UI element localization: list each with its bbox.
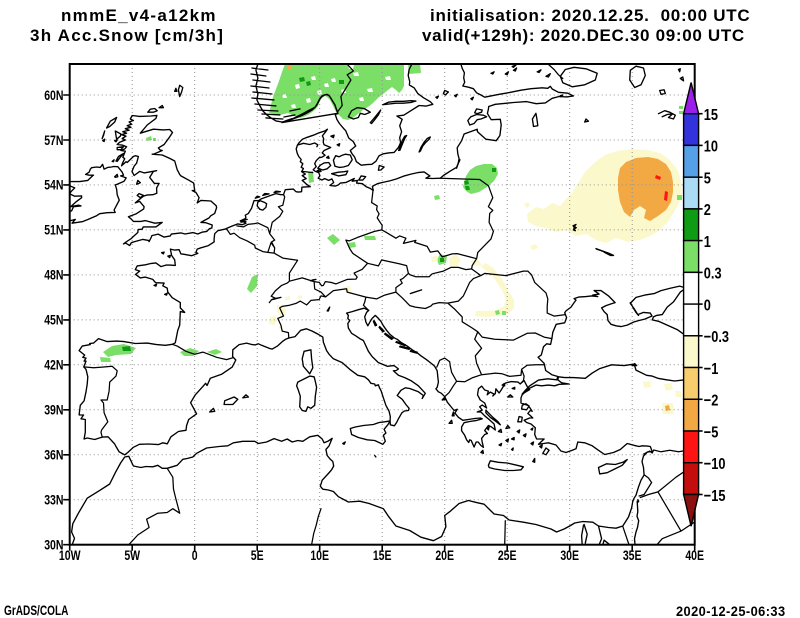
svg-text:10E: 10E [310, 548, 329, 564]
svg-text:5W: 5W [124, 548, 140, 564]
svg-text:39N: 39N [44, 402, 63, 418]
svg-text:51N: 51N [44, 222, 63, 238]
svg-text:0: 0 [192, 548, 198, 564]
svg-text:−10: −10 [704, 456, 726, 474]
svg-text:40E: 40E [685, 548, 704, 564]
svg-text:−2: −2 [704, 392, 719, 410]
svg-text:15: 15 [704, 107, 718, 125]
svg-text:1: 1 [704, 234, 711, 252]
svg-text:10W: 10W [59, 548, 81, 564]
svg-text:−1: −1 [704, 361, 719, 379]
svg-text:−15: −15 [704, 488, 726, 506]
svg-text:30E: 30E [560, 548, 579, 564]
svg-text:60N: 60N [44, 88, 63, 104]
svg-text:−0.3: −0.3 [704, 329, 729, 347]
svg-text:25E: 25E [498, 548, 517, 564]
svg-text:35E: 35E [623, 548, 642, 564]
svg-text:48N: 48N [44, 267, 63, 283]
svg-text:42N: 42N [44, 357, 63, 373]
svg-text:0: 0 [704, 297, 711, 315]
svg-text:36N: 36N [44, 447, 63, 463]
svg-text:30N: 30N [44, 537, 63, 553]
svg-text:2: 2 [704, 202, 711, 220]
svg-text:10: 10 [704, 138, 718, 156]
svg-text:20E: 20E [435, 548, 454, 564]
svg-text:5: 5 [704, 170, 711, 188]
svg-text:0.3: 0.3 [704, 265, 722, 283]
svg-text:57N: 57N [44, 133, 63, 149]
svg-text:54N: 54N [44, 177, 63, 193]
svg-text:−5: −5 [704, 424, 719, 442]
svg-text:33N: 33N [44, 492, 63, 508]
svg-text:45N: 45N [44, 312, 63, 328]
svg-text:5E: 5E [251, 548, 264, 564]
svg-text:15E: 15E [373, 548, 392, 564]
